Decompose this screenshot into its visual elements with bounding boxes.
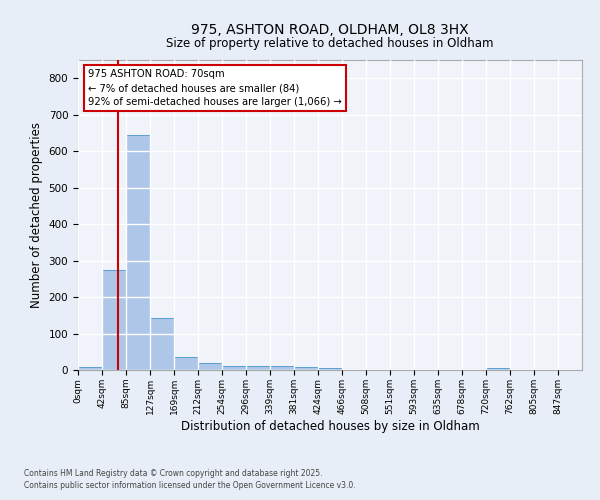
Bar	[222, 366, 246, 370]
Bar	[198, 364, 222, 370]
Bar	[246, 366, 270, 370]
Bar	[174, 357, 198, 370]
Bar	[126, 135, 150, 370]
Y-axis label: Number of detached properties: Number of detached properties	[30, 122, 43, 308]
Bar	[270, 366, 294, 370]
Bar	[294, 368, 318, 370]
Bar	[102, 270, 126, 370]
Text: Contains public sector information licensed under the Open Government Licence v3: Contains public sector information licen…	[24, 481, 356, 490]
Text: 975, ASHTON ROAD, OLDHAM, OL8 3HX: 975, ASHTON ROAD, OLDHAM, OL8 3HX	[191, 22, 469, 36]
Text: Size of property relative to detached houses in Oldham: Size of property relative to detached ho…	[166, 38, 494, 51]
Text: Contains HM Land Registry data © Crown copyright and database right 2025.: Contains HM Land Registry data © Crown c…	[24, 468, 323, 477]
X-axis label: Distribution of detached houses by size in Oldham: Distribution of detached houses by size …	[181, 420, 479, 432]
Bar	[486, 368, 510, 370]
Bar	[78, 367, 102, 370]
Text: 975 ASHTON ROAD: 70sqm
← 7% of detached houses are smaller (84)
92% of semi-deta: 975 ASHTON ROAD: 70sqm ← 7% of detached …	[88, 70, 342, 108]
Bar	[318, 368, 342, 370]
Bar	[150, 318, 174, 370]
